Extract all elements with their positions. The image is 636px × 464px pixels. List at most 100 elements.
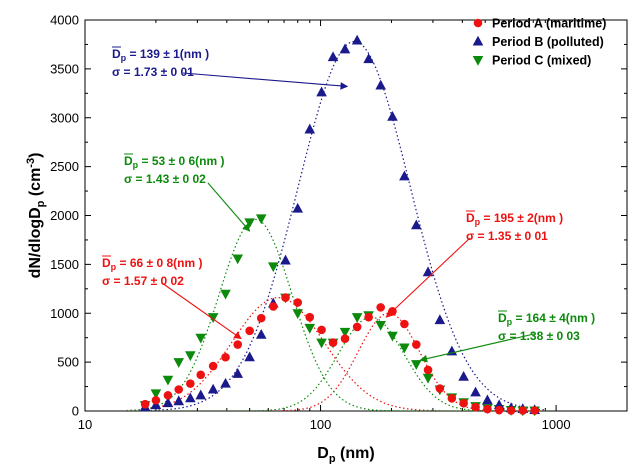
- annotation-dp: Dp = 195 ± 2(nm ): [466, 211, 563, 227]
- annotation-dp: Dp = 53 ± 0 6(nm ): [124, 154, 224, 170]
- annotation-1: Dp = 139 ± 1(nm ) σ = 1.73 ± 0 01: [112, 46, 349, 90]
- data-point: [352, 322, 362, 332]
- annotation-arrow: [182, 72, 349, 90]
- data-point: [150, 389, 162, 400]
- data-point: [422, 266, 434, 277]
- y-tick-label: 4000: [50, 13, 79, 28]
- data-point: [447, 393, 457, 403]
- series-3: [139, 214, 540, 417]
- data-point: [233, 340, 243, 349]
- data-point: [328, 338, 338, 347]
- data-point: [173, 358, 185, 368]
- data-point: [376, 303, 385, 312]
- data-point: [339, 327, 351, 338]
- data-point: [256, 313, 266, 323]
- data-point: [232, 368, 244, 378]
- data-point: [364, 312, 373, 322]
- annotation-dp: Dp = 66 ± 0 8(nm ): [102, 256, 202, 272]
- data-point: [281, 293, 290, 302]
- x-tick-label: 1000: [542, 417, 571, 432]
- data-point: [411, 360, 422, 370]
- data-point: [255, 214, 267, 225]
- data-point: [173, 395, 185, 406]
- data-point: [195, 333, 207, 344]
- data-point: [304, 323, 316, 334]
- series-1: [140, 293, 539, 415]
- data-point: [340, 334, 350, 343]
- data-point: [400, 319, 409, 329]
- data-point: [244, 351, 255, 362]
- data-point: [422, 373, 434, 384]
- data-point: [316, 86, 327, 97]
- data-point: [435, 384, 445, 393]
- x-tick-label: 100: [310, 417, 332, 432]
- data-point: [446, 345, 458, 356]
- data-point: [140, 399, 150, 409]
- data-point: [506, 406, 516, 415]
- y-tick-label: 3500: [50, 61, 79, 76]
- data-point: [471, 402, 480, 412]
- data-point: [207, 313, 219, 323]
- data-point: [423, 365, 433, 375]
- annotation-sigma: σ = 1.43 ± 0 02: [124, 172, 206, 186]
- y-tick-label: 1000: [50, 306, 79, 321]
- data-point: [185, 392, 196, 403]
- data-point: [316, 338, 327, 349]
- data-point: [482, 394, 493, 405]
- x-axis-title: Dp (nm): [317, 445, 374, 464]
- data-point: [244, 218, 255, 229]
- data-point: [530, 406, 539, 415]
- annotation-arrow: [385, 237, 471, 318]
- annotation-sigma: σ = 1.35 ± 0 01: [466, 229, 548, 243]
- y-tick-label: 3000: [50, 110, 79, 125]
- data-point: [162, 375, 174, 386]
- legend-label: Period A (maritime): [492, 17, 606, 31]
- annotation-sigma: σ = 1.57 ± 0 02: [102, 274, 184, 288]
- annotation-3: Dp = 66 ± 0 8(nm ) σ = 1.57 ± 0 02: [102, 255, 242, 340]
- fit-curve-5: [126, 316, 546, 411]
- data-point: [459, 398, 468, 408]
- data-point: [221, 352, 230, 362]
- data-point: [185, 351, 196, 362]
- legend-label: Period B (polluted): [492, 35, 604, 49]
- data-point: [163, 391, 173, 400]
- annotation-arrow: [207, 182, 251, 232]
- data-point: [196, 370, 206, 380]
- data-point: [494, 405, 504, 415]
- annotation-arrow: [161, 282, 242, 340]
- annotation-4: Dp = 195 ± 2(nm ) σ = 1.35 ± 0 01: [385, 210, 563, 318]
- data-point: [162, 397, 174, 408]
- data-point: [255, 328, 267, 339]
- data-point: [208, 361, 218, 371]
- annotation-arrow: [419, 333, 535, 363]
- data-point: [280, 254, 291, 265]
- y-tick-label: 0: [72, 404, 79, 419]
- data-point: [305, 312, 315, 322]
- data-point: [268, 302, 278, 311]
- data-point: [375, 79, 386, 90]
- data-point: [483, 404, 492, 414]
- data-point: [375, 320, 386, 331]
- legend-marker: [473, 18, 483, 28]
- data-point: [387, 110, 398, 121]
- annotation-5: Dp = 164 ± 4(nm ) σ = 1.38 ± 0 03: [419, 310, 595, 363]
- data-point: [267, 262, 279, 273]
- data-point: [186, 379, 195, 388]
- data-point: [434, 314, 446, 325]
- data-point: [470, 386, 481, 397]
- data-point: [207, 383, 219, 394]
- data-point: [387, 331, 398, 342]
- annotation-dp: Dp = 164 ± 4(nm ): [498, 311, 595, 327]
- legend-label: Period C (mixed): [492, 54, 591, 68]
- data-point: [351, 34, 363, 45]
- data-point: [458, 370, 469, 381]
- data-point: [399, 343, 410, 354]
- y-tick-label: 500: [57, 355, 79, 370]
- data-point: [327, 51, 339, 62]
- data-point: [399, 170, 410, 181]
- y-tick-label: 2500: [50, 159, 79, 174]
- data-point: [351, 313, 363, 323]
- data-point: [220, 289, 231, 300]
- y-tick-label: 2000: [50, 208, 79, 223]
